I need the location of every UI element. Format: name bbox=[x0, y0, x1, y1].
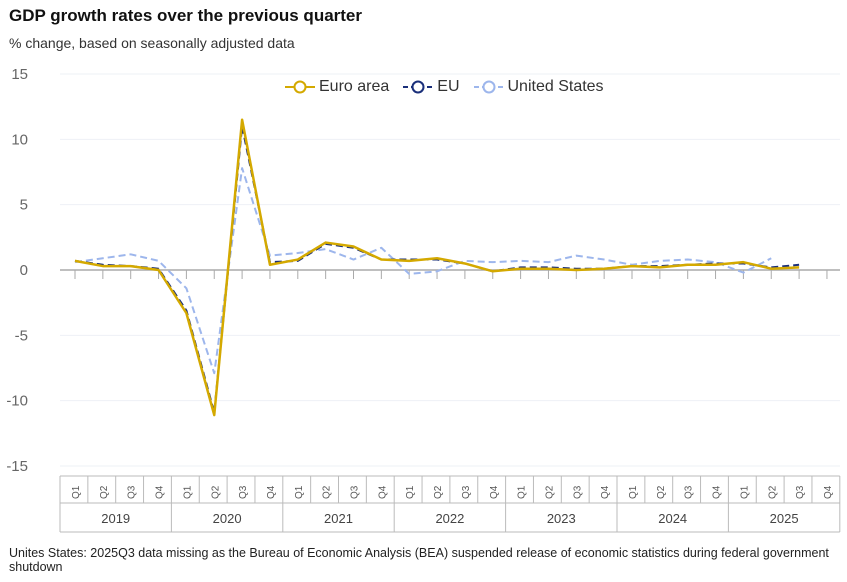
x-tick-label: Q3 bbox=[572, 485, 583, 499]
x-tick-label: Q2 bbox=[433, 485, 444, 499]
year-label: 2022 bbox=[435, 511, 464, 526]
x-tick-label: Q2 bbox=[99, 485, 110, 499]
series-line-euro-area bbox=[74, 118, 800, 417]
x-tick-label: Q2 bbox=[322, 485, 333, 499]
x-tick-label: Q4 bbox=[489, 485, 500, 499]
x-tick-label: Q3 bbox=[238, 485, 249, 499]
year-label: 2020 bbox=[213, 511, 242, 526]
y-tick-label: -15 bbox=[6, 458, 28, 475]
x-tick-label: Q1 bbox=[517, 485, 528, 499]
x-tick-label: Q2 bbox=[544, 485, 555, 499]
legend-item[interactable]: United States bbox=[473, 78, 604, 96]
x-tick-label: Q1 bbox=[294, 485, 305, 499]
legend-label: Euro area bbox=[319, 78, 390, 95]
x-tick-label: Q3 bbox=[461, 485, 472, 499]
y-tick-label: -10 bbox=[6, 393, 28, 410]
x-tick-label: Q2 bbox=[210, 485, 221, 499]
x-tick-label: Q3 bbox=[350, 485, 361, 499]
legend-marker-icon bbox=[403, 80, 434, 94]
x-tick-label: Q1 bbox=[628, 485, 639, 499]
year-label: 2021 bbox=[324, 511, 353, 526]
legend: Euro area EU United States bbox=[285, 78, 604, 96]
x-tick-label: Q1 bbox=[182, 485, 193, 499]
x-tick-label: Q4 bbox=[712, 485, 723, 499]
x-tick-label: Q4 bbox=[823, 485, 834, 499]
chart-title: GDP growth rates over the previous quart… bbox=[9, 6, 362, 25]
legend-label: EU bbox=[437, 78, 460, 95]
series-line-united-states bbox=[74, 167, 772, 375]
x-tick-label: Q3 bbox=[127, 485, 138, 499]
x-tick-label: Q3 bbox=[795, 485, 806, 499]
x-tick-label: Q3 bbox=[684, 485, 695, 499]
legend-item[interactable]: EU bbox=[403, 78, 460, 96]
y-tick-label: 15 bbox=[11, 66, 28, 83]
x-tick-label: Q2 bbox=[656, 485, 667, 499]
legend-item[interactable]: Euro area bbox=[285, 78, 389, 96]
y-tick-label: 0 bbox=[20, 262, 28, 279]
x-tick-label: Q1 bbox=[71, 485, 82, 499]
x-tick-label: Q4 bbox=[600, 485, 611, 499]
legend-marker-icon bbox=[285, 80, 315, 94]
y-tick-label: -5 bbox=[15, 327, 28, 344]
y-tick-label: 5 bbox=[20, 197, 28, 214]
year-label: 2019 bbox=[101, 511, 130, 526]
year-label: 2023 bbox=[547, 511, 576, 526]
x-tick-label: Q2 bbox=[767, 485, 778, 499]
x-tick-label: Q4 bbox=[155, 485, 166, 499]
y-tick-label: 10 bbox=[11, 131, 28, 148]
year-label: 2024 bbox=[658, 511, 687, 526]
x-tick-label: Q4 bbox=[377, 485, 388, 499]
legend-marker-icon bbox=[473, 80, 504, 94]
x-tick-label: Q4 bbox=[266, 485, 277, 499]
footnote: Unites States: 2025Q3 data missing as th… bbox=[9, 546, 829, 574]
x-tick-label: Q1 bbox=[739, 485, 750, 499]
year-label: 2025 bbox=[770, 511, 799, 526]
chart-subtitle: % change, based on seasonally adjusted d… bbox=[9, 35, 295, 51]
x-tick-label: Q1 bbox=[405, 485, 416, 499]
legend-label: United States bbox=[507, 78, 604, 95]
